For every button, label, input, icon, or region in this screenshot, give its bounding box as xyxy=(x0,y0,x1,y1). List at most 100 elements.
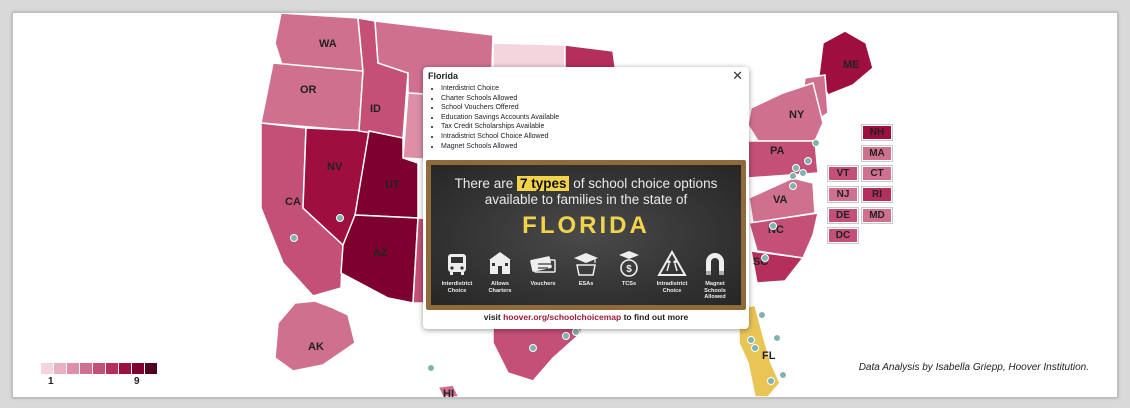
state-label: OR xyxy=(300,84,317,96)
school-bus-icon xyxy=(448,254,466,275)
state-label: WA xyxy=(319,38,337,50)
city-marker xyxy=(789,182,797,190)
state-label: ID xyxy=(370,103,381,115)
icon-label: Magnet Schools Allowed xyxy=(704,281,726,300)
state-ny[interactable] xyxy=(747,82,824,142)
choice-icon-item: Vouchers xyxy=(523,249,563,305)
city-marker xyxy=(792,164,800,172)
legend-max-label: 9 xyxy=(134,376,140,387)
state-va[interactable] xyxy=(748,177,816,224)
headline-line2: available to families in the state of xyxy=(484,192,688,207)
infographic-headline: There are 7 types of school choice optio… xyxy=(431,176,741,208)
state-nc[interactable] xyxy=(748,212,819,259)
infographic-state-name: FLORIDA xyxy=(522,212,650,239)
choice-icon-item: Allows Charters xyxy=(480,249,520,305)
visit-line: visit hoover.org/schoolchoicemap to find… xyxy=(423,312,749,322)
city-marker xyxy=(529,344,537,352)
city-marker xyxy=(804,157,812,165)
icon-label: Intradistrict Choice xyxy=(656,281,688,294)
data-credit: Data Analysis by Isabella Griepp, Hoover… xyxy=(858,362,1089,373)
city-marker xyxy=(747,336,755,344)
state-label: UT xyxy=(385,179,400,191)
state-az[interactable] xyxy=(340,214,419,304)
list-item: Tax Credit Scholarships Available xyxy=(441,122,559,132)
voucher-ticket-icon xyxy=(530,256,556,273)
headline-pre: There are xyxy=(454,176,517,191)
state-label: FL xyxy=(762,350,776,362)
legend-swatch xyxy=(93,363,105,374)
legend-swatch xyxy=(80,363,92,374)
choice-icon-item: Magnet Schools Allowed xyxy=(695,249,735,305)
legend-swatch xyxy=(67,363,79,374)
state-or[interactable] xyxy=(260,62,364,132)
popup-title: Florida xyxy=(428,71,459,81)
legend-swatch xyxy=(145,363,157,374)
legend-swatch xyxy=(41,363,53,374)
schoolhouse-icon xyxy=(489,252,511,274)
legend-min-label: 1 xyxy=(48,376,54,387)
city-marker xyxy=(812,139,820,147)
city-marker xyxy=(769,222,777,230)
choice-list: Interdistrict Choice Charter Schools All… xyxy=(431,84,559,151)
close-icon[interactable]: ✕ xyxy=(732,68,743,83)
legend-swatch xyxy=(106,363,118,374)
magnet-school-icon xyxy=(706,253,724,275)
state-hi[interactable] xyxy=(436,384,460,397)
small-state-ri[interactable]: RI xyxy=(862,187,892,202)
state-label: AZ xyxy=(373,247,388,259)
chalkboard-slate: There are 7 types of school choice optio… xyxy=(431,165,741,305)
list-item: Magnet Schools Allowed xyxy=(441,142,559,152)
city-marker xyxy=(761,254,769,262)
choice-icon-item: Interdistrict Choice xyxy=(437,249,477,305)
state-fl[interactable] xyxy=(738,304,781,397)
small-state-nj[interactable]: NJ xyxy=(828,187,858,202)
choice-icon-item: Intradistrict Choice xyxy=(652,249,692,305)
city-marker xyxy=(799,169,807,177)
headline-highlight: 7 types xyxy=(516,176,570,191)
state-popup: Florida ✕ Interdistrict Choice Charter S… xyxy=(423,67,749,329)
legend-swatch xyxy=(54,363,66,374)
state-label: ME xyxy=(843,59,860,71)
city-marker xyxy=(773,334,781,342)
visit-post: to find out more xyxy=(621,312,689,322)
legend-swatch xyxy=(132,363,144,374)
small-state-nh[interactable]: NH xyxy=(862,125,892,140)
city-marker xyxy=(779,371,787,379)
school-crossing-icon xyxy=(657,249,687,276)
icon-label: TCSs xyxy=(621,281,637,287)
city-marker xyxy=(767,377,775,385)
state-label: HI xyxy=(443,388,454,397)
small-state-ct[interactable]: CT xyxy=(862,166,892,181)
choice-icons-row: Interdistrict Choice Allows Charters xyxy=(437,249,735,305)
list-item: Charter Schools Allowed xyxy=(441,94,559,104)
map-frame: WA OR CA NV ID UT AZ ME NY PA VA NC SC F… xyxy=(12,12,1118,398)
visit-pre: visit xyxy=(483,312,504,322)
small-state-de[interactable]: DE xyxy=(828,208,858,223)
state-label: CA xyxy=(285,196,301,208)
city-marker xyxy=(290,234,298,242)
city-marker xyxy=(789,172,797,180)
city-marker xyxy=(758,311,766,319)
small-state-md[interactable]: MD xyxy=(862,208,892,223)
city-marker xyxy=(751,344,759,352)
icon-label: Vouchers xyxy=(530,281,556,287)
state-ak[interactable] xyxy=(274,300,356,372)
small-state-dc[interactable]: DC xyxy=(828,228,858,243)
city-marker xyxy=(427,364,435,372)
list-item: Intradistrict School Choice Allowed xyxy=(441,132,559,142)
list-item: Interdistrict Choice xyxy=(441,84,559,94)
icon-label: ESAs xyxy=(578,281,594,287)
list-item: Education Savings Accounts Available xyxy=(441,113,559,123)
choice-icon-item: ESAs xyxy=(566,249,606,305)
city-marker xyxy=(572,328,580,336)
small-state-ma[interactable]: MA xyxy=(862,146,892,161)
legend-swatch xyxy=(119,363,131,374)
svg-text:$: $ xyxy=(626,264,632,275)
state-label: NV xyxy=(327,161,343,173)
visit-link[interactable]: hoover.org/schoolchoicemap xyxy=(503,312,622,322)
state-label: PA xyxy=(770,145,785,157)
state-label: VA xyxy=(773,194,788,206)
graduation-cap-map-icon xyxy=(574,253,598,276)
small-state-vt[interactable]: VT xyxy=(828,166,858,181)
headline-mid: of school choice options xyxy=(569,176,718,191)
